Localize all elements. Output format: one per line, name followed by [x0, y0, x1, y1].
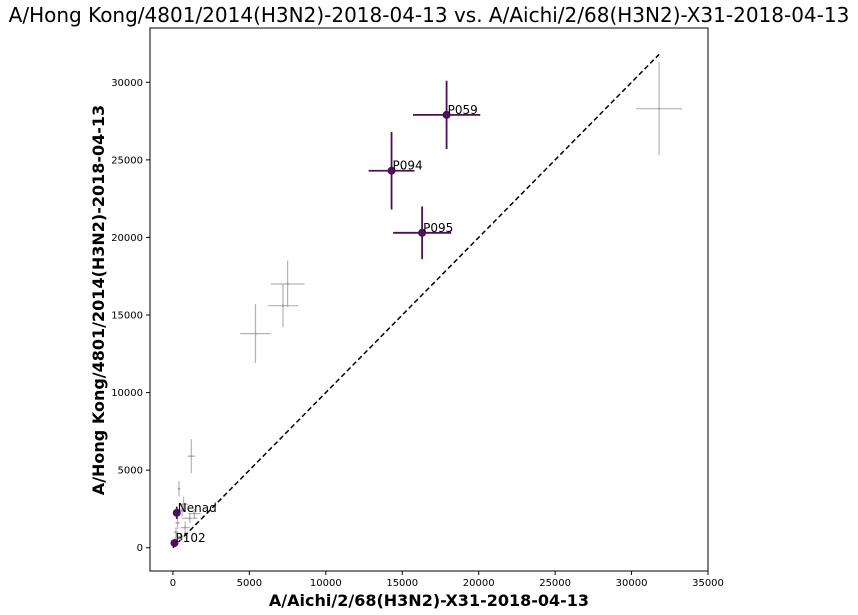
chart-title: A/Hong Kong/4801/2014(H3N2)-2018-04-13 v…: [9, 3, 850, 27]
background-point: [286, 282, 289, 286]
highlight-point: [172, 508, 181, 517]
background-point: [193, 512, 196, 515]
x-tick-label: 0: [170, 578, 176, 589]
y-tick-label: 15000: [111, 311, 143, 322]
identity-line: [172, 53, 660, 549]
y-tick-label: 0: [137, 543, 143, 554]
highlight-point: [442, 110, 451, 119]
point-label: P059: [448, 103, 478, 117]
highlighted-points: P059 P094 P095 Nenad P102: [170, 80, 481, 548]
y-tick-label: 10000: [111, 388, 143, 399]
y-tick-label: 25000: [111, 155, 143, 166]
background-point: [254, 332, 257, 335]
background-point: [188, 517, 191, 520]
x-axis: 0 5000 10000 15000 20000 25000 30000 35000: [170, 571, 724, 589]
point-label: P094: [393, 159, 423, 173]
highlight-point: [418, 228, 427, 237]
x-axis-label: A/Aichi/2/68(H3N2)-X31-2018-04-13: [269, 591, 589, 610]
y-axis: 0 5000 10000 15000 20000 25000 30000: [111, 78, 150, 554]
x-tick-label: 35000: [692, 578, 724, 589]
x-tick-label: 5000: [237, 578, 262, 589]
x-tick-label: 15000: [386, 578, 418, 589]
background-point: [281, 304, 285, 307]
background-points: [173, 62, 683, 544]
point-label: P095: [423, 221, 453, 235]
highlight-point: [387, 166, 396, 175]
identity-line-path: [172, 53, 660, 549]
y-tick-label: 5000: [118, 466, 143, 477]
background-point: [179, 535, 182, 539]
background-point: [183, 526, 187, 529]
background-point: [190, 454, 193, 458]
x-tick-label: 25000: [539, 578, 571, 589]
background-point: [177, 487, 181, 490]
y-tick-label: 20000: [111, 233, 143, 244]
x-tick-label: 30000: [616, 578, 648, 589]
y-tick-label: 30000: [111, 78, 143, 89]
background-point: [182, 503, 185, 506]
x-tick-label: 10000: [310, 578, 342, 589]
point-label: P102: [175, 531, 205, 545]
background-point: [174, 531, 178, 534]
highlight-point: [170, 539, 179, 548]
background-point: [180, 509, 184, 512]
y-axis-label: A/Hong Kong/4801/2014(H3N2)-2018-04-13: [89, 105, 108, 495]
background-point: [176, 521, 179, 525]
plot-frame: [149, 27, 709, 572]
point-label: Nenad: [178, 501, 217, 515]
background-point: [657, 107, 661, 110]
x-tick-label: 20000: [463, 578, 495, 589]
